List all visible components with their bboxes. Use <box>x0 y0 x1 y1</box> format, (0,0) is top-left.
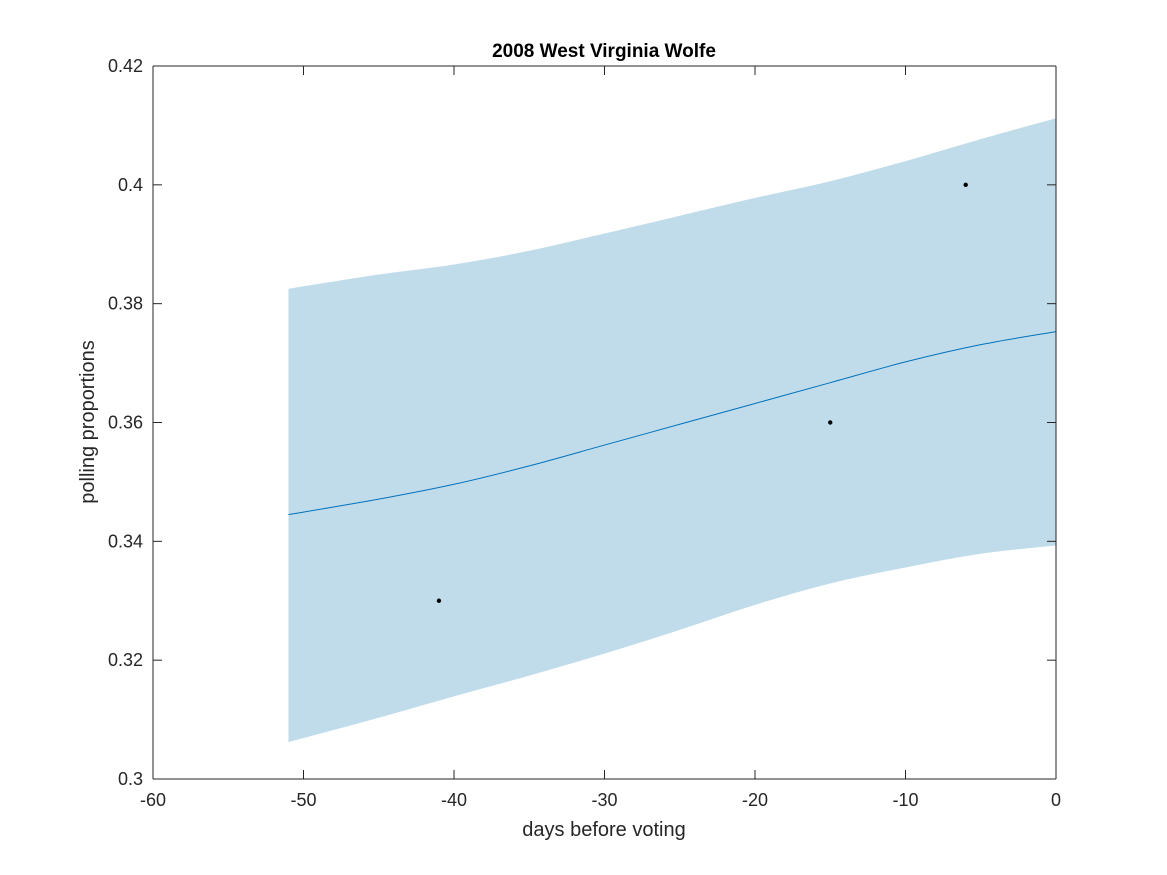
plot-area: -60 -50 -40 -30 -20 -10 0 0.3 0.32 0.34 0.36 0.38 0.… <box>108 56 1061 810</box>
x-tick-label: -20 <box>742 790 768 810</box>
x-tick-label: -60 <box>140 790 166 810</box>
y-tick-label: 0.4 <box>118 175 143 195</box>
x-tick-label: -50 <box>290 790 316 810</box>
y-tick-label: 0.42 <box>108 56 143 76</box>
confidence-band <box>288 118 1056 743</box>
y-tick-label: 0.3 <box>118 769 143 789</box>
x-tick-label: 0 <box>1051 790 1061 810</box>
y-tick-label: 0.34 <box>108 531 143 551</box>
x-tick-label: -10 <box>892 790 918 810</box>
y-tick-label: 0.32 <box>108 650 143 670</box>
x-axis-label: days before voting <box>522 819 685 841</box>
chart-title: 2008 West Virginia Wolfe <box>492 41 716 62</box>
y-tick-label: 0.36 <box>108 413 143 433</box>
x-tick-label: -30 <box>591 790 617 810</box>
y-tick-label: 0.38 <box>108 294 143 314</box>
x-tick-label: -40 <box>441 790 467 810</box>
trend-line <box>288 331 1057 516</box>
data-point-2 <box>828 420 833 425</box>
y-axis-label: polling proportions <box>77 340 99 503</box>
data-point-1 <box>436 598 442 603</box>
data-point-3 <box>963 182 968 188</box>
